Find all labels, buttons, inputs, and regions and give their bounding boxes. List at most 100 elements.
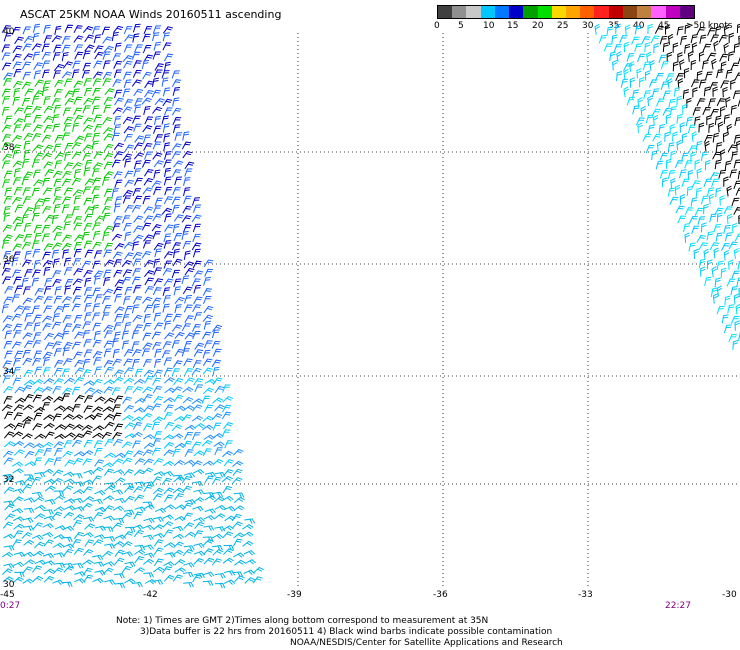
wind-barb [93, 60, 103, 69]
wind-barb [163, 561, 175, 567]
wind-barb [142, 296, 153, 304]
wind-barb [182, 485, 192, 494]
wind-barb [102, 495, 115, 501]
wind-barb [716, 69, 724, 79]
wind-barb [193, 496, 205, 503]
wind-barb [164, 332, 175, 340]
wind-barb [712, 293, 719, 304]
wind-barb [33, 224, 42, 234]
wind-barb [667, 33, 674, 45]
wind-barb [22, 566, 33, 574]
wind-barb [62, 525, 74, 532]
wind-barb [212, 549, 224, 556]
wind-barb [62, 347, 70, 357]
wind-barb [162, 303, 170, 313]
wind-barb [174, 296, 185, 305]
wind-barb [51, 214, 59, 224]
wind-barb [652, 114, 659, 126]
wind-barb [709, 82, 718, 91]
wind-barb [63, 267, 73, 276]
wind-barb [82, 105, 91, 114]
wind-barb [154, 63, 164, 71]
wind-barb [181, 323, 191, 332]
wind-barb [690, 34, 698, 44]
wind-barb [164, 404, 174, 412]
wind-barb [72, 457, 84, 466]
wind-barb [92, 303, 101, 313]
wind-barb [93, 123, 103, 133]
wind-barb [104, 579, 116, 585]
wind-barb [738, 332, 740, 341]
wind-barb [34, 232, 42, 242]
wind-barb [656, 140, 663, 152]
wind-barb [92, 412, 103, 421]
wind-barb [124, 252, 134, 260]
wind-barb [164, 377, 175, 384]
wind-barb [709, 213, 717, 223]
wind-barb [192, 233, 201, 242]
wind-barb [14, 397, 26, 404]
wind-barb [13, 107, 24, 115]
wind-barb [193, 349, 204, 357]
wind-barb [124, 231, 132, 242]
wind-barb [192, 304, 202, 313]
wind-barb [161, 77, 169, 87]
wind-barb [31, 95, 40, 105]
wind-barb [154, 134, 164, 143]
wind-barb [41, 69, 50, 79]
wind-barb [623, 41, 630, 53]
wind-barb [695, 187, 702, 198]
wind-barb [134, 481, 146, 488]
wind-barb [43, 115, 54, 124]
wind-barb [34, 433, 46, 440]
wind-barb [103, 171, 114, 179]
wind-barb [688, 145, 698, 154]
wind-barb [144, 277, 154, 286]
wind-barb [203, 404, 214, 413]
wind-barb [84, 387, 96, 395]
wind-barb [14, 350, 24, 359]
wind-barb [637, 122, 643, 133]
wind-barb [162, 87, 171, 97]
wind-barb [181, 475, 192, 484]
wind-barb [682, 89, 690, 99]
wind-barb [83, 516, 95, 523]
wind-barb [211, 329, 220, 339]
wind-barb [74, 578, 86, 584]
wind-barb [163, 367, 173, 376]
colorbar-label: 0 [434, 21, 440, 31]
wind-barb [91, 186, 101, 195]
wind-barb [33, 412, 43, 421]
wind-barb [733, 43, 740, 53]
wind-barb [203, 525, 215, 531]
wind-barb [182, 205, 192, 214]
wind-barb [122, 71, 132, 80]
wind-barb [12, 431, 24, 438]
wind-barb [73, 488, 85, 495]
wind-barb [83, 574, 94, 583]
wind-barb [132, 251, 143, 260]
wind-barb [141, 159, 151, 168]
wind-barb [653, 43, 659, 54]
wind-barb [13, 69, 22, 78]
wind-barb [720, 80, 730, 89]
wind-barb [222, 531, 234, 539]
wind-barb [111, 187, 119, 198]
wind-barb [143, 369, 155, 377]
wind-barb [21, 259, 32, 267]
wind-barb [710, 34, 719, 43]
wind-barb [12, 216, 23, 225]
wind-barb [184, 368, 194, 376]
wind-barb [679, 122, 685, 133]
wind-barb [92, 194, 100, 204]
wind-barb [184, 424, 196, 431]
wind-barb [221, 429, 231, 438]
wind-barb [662, 107, 672, 116]
wind-barb [131, 276, 141, 285]
wind-barb [181, 215, 192, 223]
wind-barb [31, 159, 40, 168]
wind-barb [21, 306, 31, 315]
wind-barb [654, 25, 664, 34]
map-title: ASCAT 25KM NOAA Winds 20160511 ascending [20, 8, 282, 21]
wind-barb [725, 96, 731, 108]
